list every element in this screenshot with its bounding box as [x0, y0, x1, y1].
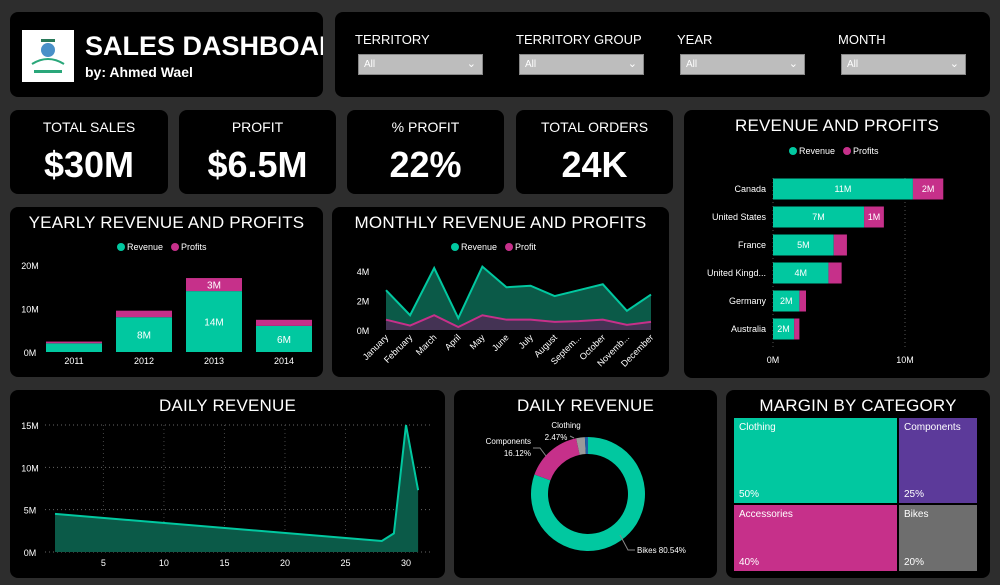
- tile-value: 25%: [904, 489, 925, 500]
- filter-territory-group-label: TERRITORY GROUP: [516, 32, 642, 47]
- filter-value: All: [364, 59, 376, 70]
- tile-label: Components: [904, 422, 961, 433]
- daily-chart-panel: DAILY REVENUE: [10, 390, 445, 578]
- dashboard-subtitle: by: Ahmed Wael: [85, 64, 193, 80]
- filter-year-label: YEAR: [677, 32, 713, 47]
- kpi-label: TOTAL SALES: [42, 119, 136, 135]
- tile-value: 40%: [739, 557, 760, 568]
- chart-title: YEARLY REVENUE AND PROFITS: [28, 213, 305, 232]
- kpi-label: TOTAL ORDERS: [540, 119, 649, 135]
- header-panel: SALES DASHBOAD by: Ahmed Wael: [10, 12, 323, 97]
- dashboard-title: SALES DASHBOAD: [85, 31, 323, 61]
- kpi-percent-profit: % PROFIT 22%: [347, 110, 504, 194]
- tile-label: Bikes: [904, 509, 929, 520]
- logo: [22, 30, 74, 82]
- chart-title: MONTHLY REVENUE AND PROFITS: [354, 213, 647, 232]
- kpi-label: % PROFIT: [391, 119, 460, 135]
- filter-month-dropdown[interactable]: All ⌄: [841, 54, 966, 75]
- filter-territory-group-dropdown[interactable]: All ⌄: [519, 54, 644, 75]
- chart-title: DAILY REVENUE: [158, 396, 297, 415]
- filter-year-dropdown[interactable]: All ⌄: [680, 54, 805, 75]
- filter-value: All: [847, 59, 859, 70]
- tile-label: Clothing: [739, 422, 776, 433]
- tile-value: 50%: [739, 489, 760, 500]
- kpi-value: $6.5M: [207, 144, 308, 185]
- yearly-chart-panel: YEARLY REVENUE AND PROFITS: [10, 207, 323, 377]
- treemap-tile-clothing[interactable]: Clothing 50%: [733, 417, 898, 504]
- tile-label: Accessories: [739, 509, 793, 520]
- kpi-profit: PROFIT $6.5M: [179, 110, 336, 194]
- kpi-value: 24K: [561, 144, 628, 185]
- filters-panel: TERRITORY All ⌄ TERRITORY GROUP All ⌄ YEAR…: [335, 12, 990, 97]
- chevron-down-icon: ⌄: [466, 58, 476, 70]
- country-chart-panel: REVENUE AND PROFITS: [684, 110, 990, 378]
- chevron-down-icon: ⌄: [788, 58, 798, 70]
- logo-icon: [31, 39, 65, 73]
- filter-month-label: MONTH: [838, 32, 886, 47]
- donut-chart-panel: DAILY REVENUE: [454, 390, 717, 578]
- treemap-tile-accessories[interactable]: Accessories 40%: [733, 504, 898, 572]
- filter-value: All: [686, 59, 698, 70]
- chart-title: REVENUE AND PROFITS: [734, 116, 940, 135]
- kpi-total-orders: TOTAL ORDERS 24K: [516, 110, 673, 194]
- chevron-down-icon: ⌄: [627, 58, 637, 70]
- kpi-value: $30M: [43, 144, 135, 185]
- kpi-value: 22%: [389, 144, 462, 185]
- tile-value: 20%: [904, 557, 925, 568]
- chevron-down-icon: ⌄: [949, 58, 959, 70]
- chart-title: DAILY REVENUE: [516, 396, 655, 415]
- treemap-tile-bikes[interactable]: Bikes 20%: [898, 504, 978, 572]
- kpi-total-sales: TOTAL SALES $30M: [10, 110, 168, 194]
- filter-territory-dropdown[interactable]: All ⌄: [358, 54, 483, 75]
- chart-title: MARGIN BY CATEGORY: [759, 396, 957, 415]
- filter-value: All: [525, 59, 537, 70]
- kpi-label: PROFIT: [231, 119, 284, 135]
- treemap-tile-components[interactable]: Components 25%: [898, 417, 978, 504]
- filter-territory-label: TERRITORY: [355, 32, 430, 47]
- treemap-panel: MARGIN BY CATEGORY Clothing 50% Component…: [726, 390, 990, 578]
- monthly-chart-panel: MONTHLY REVENUE AND PROFITS: [332, 207, 669, 377]
